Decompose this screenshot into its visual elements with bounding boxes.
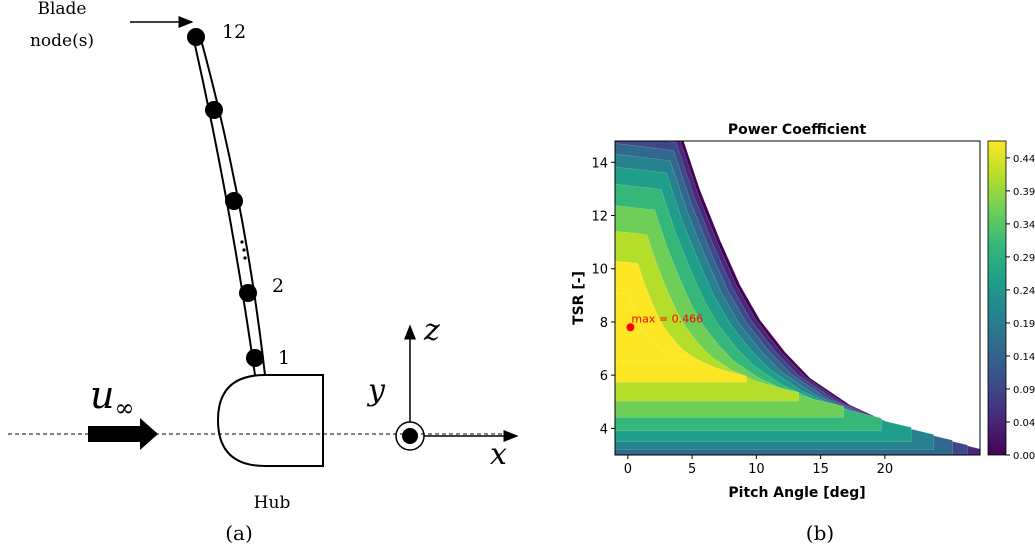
x-tick-label: 10 bbox=[748, 462, 765, 477]
inflow-symbol: u bbox=[90, 373, 114, 417]
y-tick-label: 4 bbox=[600, 422, 608, 437]
y-tick-label: 14 bbox=[591, 156, 608, 171]
inflow-arrow bbox=[88, 418, 158, 450]
colorbar-tick-label: 0.000 bbox=[1013, 451, 1035, 462]
colorbar-tick-label: 0.441 bbox=[1013, 154, 1035, 165]
blade-diagram: Blade node(s) 12 2 1 u∞ Hub z y x (a) bbox=[8, 0, 519, 545]
y-axis-symbol bbox=[402, 428, 418, 444]
plot-frame bbox=[614, 140, 981, 456]
colorbar-tick-label: 0.049 bbox=[1013, 418, 1035, 429]
y-label: y bbox=[366, 373, 386, 408]
x-label: x bbox=[490, 437, 507, 472]
x-axis-label: Pitch Angle [deg] bbox=[728, 485, 865, 501]
caption: (a) bbox=[225, 521, 253, 545]
inflow-subscript: ∞ bbox=[114, 394, 134, 422]
colorbar bbox=[987, 140, 1007, 456]
colorbar-tick-label: 0.245 bbox=[1013, 286, 1035, 297]
colorbar-tick-label: 0.294 bbox=[1013, 253, 1035, 264]
y-tick-label: 8 bbox=[600, 316, 608, 331]
y-axis-label: TSR [-] bbox=[571, 271, 587, 325]
colorbar-tick-label: 0.147 bbox=[1013, 352, 1035, 363]
hub bbox=[216, 374, 324, 467]
node-label: 12 bbox=[222, 21, 246, 43]
node-label: 1 bbox=[278, 347, 290, 369]
caption: (b) bbox=[806, 521, 834, 545]
max-label: max = 0.466 bbox=[631, 312, 703, 325]
y-tick-label: 6 bbox=[600, 369, 608, 384]
max-point bbox=[626, 323, 635, 332]
colorbar-tick-label: 0.196 bbox=[1013, 319, 1035, 330]
chart-title: Power Coefficient bbox=[728, 122, 867, 138]
blade-edge bbox=[192, 35, 256, 376]
blade-label: node(s) bbox=[30, 31, 94, 51]
y-tick-label: 12 bbox=[591, 210, 608, 225]
node-label: 2 bbox=[272, 275, 284, 297]
x-tick-label: 20 bbox=[877, 462, 894, 477]
contour-field bbox=[615, 141, 980, 455]
inflow-label: u∞ bbox=[90, 373, 134, 422]
colorbar-tick-label: 0.343 bbox=[1013, 220, 1035, 231]
hub-label: Hub bbox=[254, 493, 291, 513]
x-tick-label: 15 bbox=[812, 462, 829, 477]
blade-label: Blade bbox=[37, 0, 86, 19]
y-tick-label: 10 bbox=[591, 263, 608, 278]
contour-band bbox=[615, 292, 691, 363]
x-tick-label: 5 bbox=[688, 462, 696, 477]
z-label: z bbox=[423, 313, 440, 348]
colorbar-tick-label: 0.098 bbox=[1013, 385, 1035, 396]
colorbar-tick-label: 0.392 bbox=[1013, 187, 1035, 198]
x-tick-label: 0 bbox=[624, 462, 632, 477]
blade-nodes bbox=[187, 28, 264, 367]
